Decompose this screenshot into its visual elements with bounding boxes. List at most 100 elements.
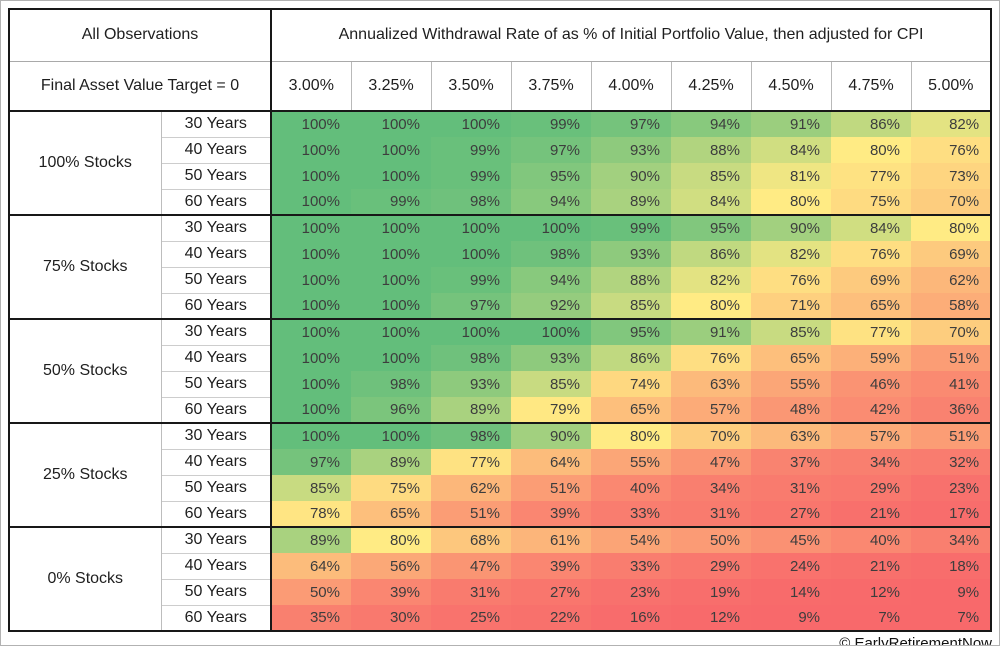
success-rate-cell: 86% [831,110,911,137]
success-rate-cell: 65% [751,345,831,371]
success-rate-cell: 34% [671,475,751,501]
success-rate-cell: 85% [511,371,591,397]
success-rate-cell: 93% [591,137,671,163]
success-rate-cell: 77% [831,318,911,345]
success-rate-cell: 85% [591,293,671,319]
table-row: 0% Stocks 30 Years 89% 80% 68% 61% 54% 50% 45% 40… [9,526,992,631]
success-rate-cell: 100% [351,241,431,267]
success-rate-cell: 62% [431,475,511,501]
success-rate-cell: 80% [911,214,992,241]
table-row: 40 Years 100% 100% 100% 98% 93% 86% 82% 76% 69% [9,240,992,267]
success-rate-cell: 91% [671,318,751,345]
success-rate-cell: 71% [751,293,831,319]
rate-column-header: 4.00% [590,61,671,111]
success-rate-cell: 84% [671,189,751,215]
horizon-label: 50 Years [160,474,271,501]
success-rate-cell: 12% [671,605,751,631]
rate-column-header: 4.25% [670,61,751,111]
success-rate-cell: 77% [831,163,911,189]
success-rate-cell: 89% [431,397,511,423]
table-row: 60 Years 100% 100% 97% 92% 85% 80% 71% 65% 58% [9,292,992,319]
success-rate-cell: 32% [911,449,992,475]
horizon-label: 60 Years [160,396,271,423]
success-rate-cell: 90% [751,214,831,241]
swr-success-table: All Observations Annualized Withdrawal R… [8,8,993,632]
stock-allocation-label: 50% Stocks [9,318,161,423]
success-rate-cell: 75% [351,475,431,501]
success-rate-cell: 46% [831,371,911,397]
success-rate-cell: 80% [591,422,671,449]
success-rate-cell: 76% [751,267,831,293]
success-rate-cell: 80% [351,526,431,553]
success-rate-cell: 100% [511,214,591,241]
success-rate-cell: 82% [671,267,751,293]
success-rate-cell: 78% [270,501,351,527]
success-rate-cell: 100% [431,241,511,267]
success-rate-cell: 69% [831,267,911,293]
success-rate-cell: 80% [751,189,831,215]
success-rate-cell: 98% [351,371,431,397]
success-rate-cell: 85% [671,163,751,189]
success-rate-cell: 93% [591,241,671,267]
success-rate-cell: 39% [511,501,591,527]
success-rate-cell: 84% [831,214,911,241]
success-rate-cell: 84% [751,137,831,163]
rate-column-header: 4.50% [750,61,831,111]
success-rate-cell: 94% [671,110,751,137]
success-rate-cell: 100% [431,110,511,137]
success-rate-cell: 57% [671,397,751,423]
success-rate-cell: 75% [831,189,911,215]
horizon-label: 60 Years [160,188,271,215]
horizon-label: 40 Years [160,344,271,371]
success-rate-cell: 29% [671,553,751,579]
success-rate-cell: 12% [831,579,911,605]
success-rate-cell: 33% [591,501,671,527]
success-rate-cell: 90% [511,422,591,449]
success-rate-cell: 99% [431,267,511,293]
horizon-label: 60 Years [160,604,271,631]
success-rate-cell: 86% [591,345,671,371]
horizon-label: 60 Years [160,292,271,319]
success-rate-cell: 89% [591,189,671,215]
success-rate-cell: 80% [831,137,911,163]
success-rate-cell: 100% [431,318,511,345]
table-row: 40 Years 97% 89% 77% 64% 55% 47% 37% 34% 32% [9,448,992,475]
success-rate-cell: 88% [591,267,671,293]
horizon-label: 30 Years [160,422,271,449]
success-rate-cell: 70% [671,422,751,449]
horizon-label: 60 Years [160,500,271,527]
success-rate-cell: 77% [431,449,511,475]
table-row: 60 Years 100% 96% 89% 79% 65% 57% 48% 42% 36% [9,396,992,423]
success-rate-cell: 39% [351,579,431,605]
success-rate-cell: 39% [511,553,591,579]
success-rate-cell: 63% [751,422,831,449]
success-rate-cell: 100% [270,137,351,163]
success-rate-cell: 82% [911,110,992,137]
success-rate-cell: 100% [431,214,511,241]
success-rate-cell: 55% [751,371,831,397]
success-rate-cell: 89% [351,449,431,475]
success-rate-cell: 100% [270,189,351,215]
success-rate-cell: 100% [270,345,351,371]
success-rate-cell: 34% [911,526,992,553]
success-rate-cell: 92% [511,293,591,319]
success-rate-cell: 98% [431,422,511,449]
success-rate-cell: 65% [351,501,431,527]
success-rate-cell: 54% [591,526,671,553]
table-row: 50 Years 100% 100% 99% 95% 90% 85% 81% 77% 73% [9,162,992,189]
success-rate-cell: 97% [591,110,671,137]
success-rate-cell: 14% [751,579,831,605]
table-row: 60 Years 100% 99% 98% 94% 89% 84% 80% 75% 70% [9,188,992,215]
success-rate-cell: 96% [351,397,431,423]
success-rate-cell: 100% [351,267,431,293]
table-row: 60 Years 35% 30% 25% 22% 16% 12% 9% 7% 7% [9,604,992,631]
success-rate-cell: 100% [351,422,431,449]
success-rate-cell: 36% [911,397,992,423]
success-rate-cell: 58% [911,293,992,319]
success-rate-cell: 24% [751,553,831,579]
success-rate-cell: 85% [751,318,831,345]
success-rate-cell: 88% [671,137,751,163]
success-rate-cell: 100% [270,267,351,293]
success-rate-cell: 100% [351,214,431,241]
success-rate-cell: 76% [911,137,992,163]
